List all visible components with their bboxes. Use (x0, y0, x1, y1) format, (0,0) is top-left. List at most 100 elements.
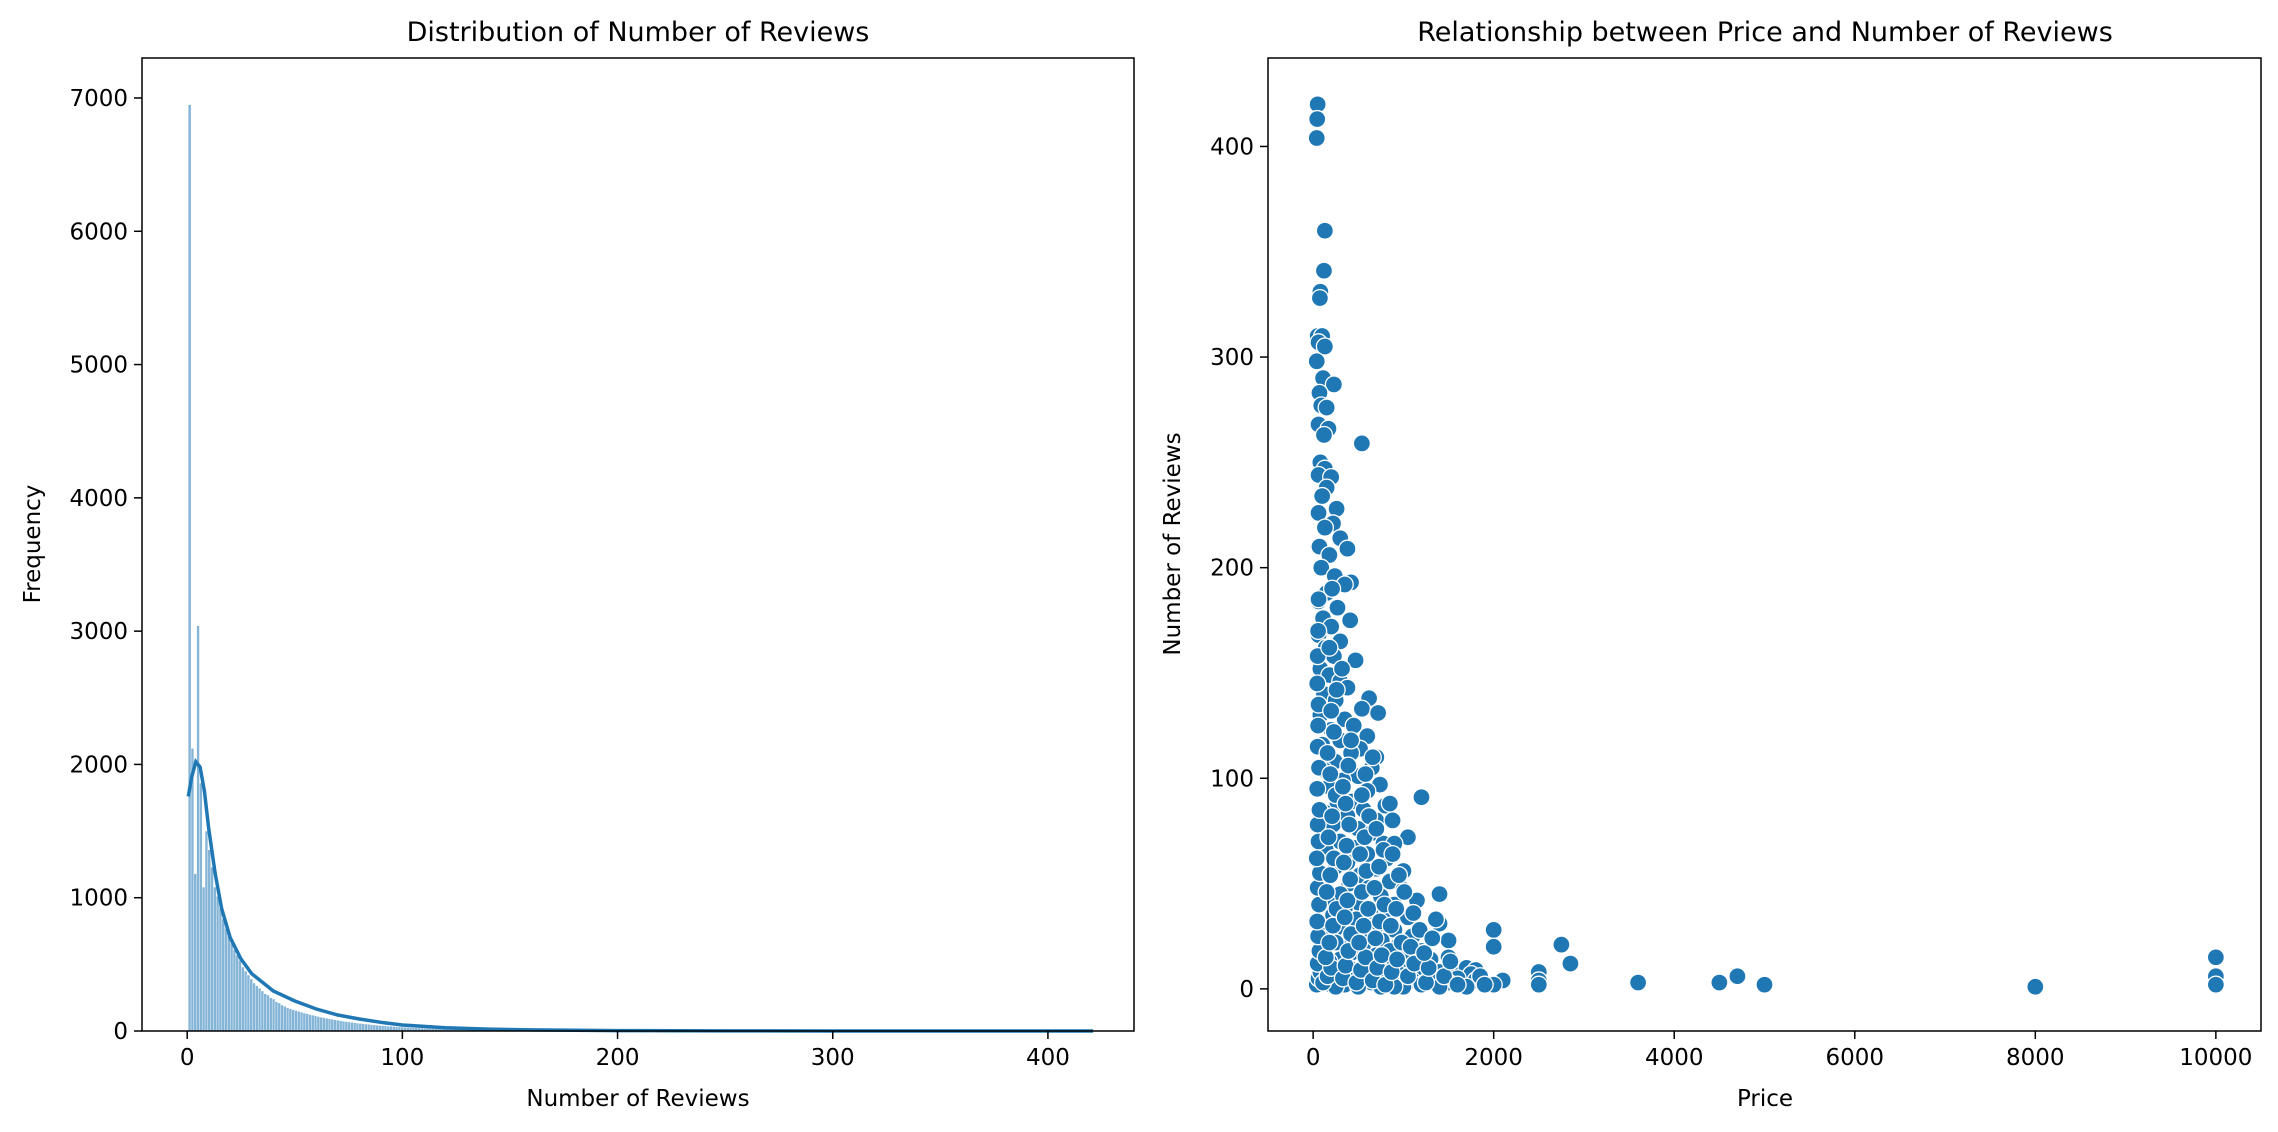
scatter-point (1755, 975, 1774, 994)
scatter-point (1310, 288, 1330, 308)
y-tick-label: 7000 (69, 86, 128, 112)
scatter-point (2026, 977, 2045, 996)
histogram-bar (218, 908, 223, 1032)
scatter-point (1315, 221, 1335, 240)
histogram-bar (330, 1019, 334, 1032)
scatter-point (1315, 518, 1335, 537)
histogram-bar (260, 990, 264, 1032)
scatter-point (1324, 722, 1344, 742)
histogram-bar (263, 993, 267, 1032)
x-tick-label: 100 (380, 1045, 424, 1071)
scatter-point (1380, 794, 1400, 813)
y-tick-label: 300 (1210, 345, 1254, 371)
scatter-point (1426, 910, 1446, 929)
scatter-point (1308, 674, 1327, 693)
scatter-point (1529, 975, 1548, 994)
scatter-point (1350, 933, 1369, 952)
histogram-bar (235, 954, 239, 1032)
histogram-bar (358, 1023, 362, 1032)
scatter-point (1341, 731, 1361, 750)
histogram-bar (381, 1025, 385, 1032)
scatter-point (1372, 946, 1391, 965)
scatter-point (1412, 788, 1431, 807)
x-tick-label: 400 (1026, 1045, 1070, 1071)
scatter-point (1439, 931, 1458, 950)
histogram-bar (288, 1008, 292, 1032)
histogram-bar (280, 1004, 284, 1032)
histogram-bar (238, 960, 242, 1032)
scatter-point (1336, 794, 1355, 813)
histogram-bar (224, 928, 228, 1032)
scatter-point (1356, 764, 1375, 784)
scatter-point (1383, 844, 1402, 864)
histogram-bars (188, 104, 667, 1032)
histogram-x-ticks: 0 100 200 300 400 (180, 1031, 1070, 1071)
scatter-point (1327, 680, 1346, 699)
scatter-point (1333, 777, 1353, 796)
scatter-point (1368, 703, 1388, 723)
scatter-point (1320, 638, 1339, 657)
scatter-point (1314, 425, 1334, 445)
scatter-point (1319, 828, 1338, 847)
histogram-bar (361, 1023, 365, 1032)
scatter-point (1410, 920, 1429, 940)
scatter-point (1335, 908, 1354, 927)
histogram-bar (339, 1020, 343, 1032)
scatter-point (1366, 929, 1385, 948)
scatter-point (1308, 109, 1327, 129)
histogram-bar (305, 1013, 309, 1032)
scatter-point (1415, 943, 1434, 963)
histogram-bar (291, 1009, 295, 1032)
y-tick-label: 400 (1210, 134, 1254, 160)
scatter-point (1441, 952, 1460, 971)
x-tick-label: 6000 (1825, 1045, 1884, 1071)
y-tick-label: 1000 (69, 886, 128, 912)
histogram-bar (316, 1016, 320, 1032)
histogram-bar (202, 886, 206, 1032)
histogram-bar (322, 1017, 326, 1032)
y-tick-label: 200 (1210, 556, 1254, 582)
scatter-point (1321, 764, 1340, 784)
y-tick-label: 2000 (69, 752, 128, 778)
scatter-point (1552, 935, 1571, 954)
histogram-bar (336, 1020, 340, 1032)
histogram-bar (353, 1022, 357, 1032)
histogram-bar (375, 1024, 379, 1032)
scatter-point (1352, 785, 1372, 805)
scatter-point (1340, 611, 1360, 630)
y-tick-label: 0 (1239, 977, 1254, 1003)
scatter-point (1369, 857, 1389, 876)
histogram-bar (313, 1015, 318, 1032)
histogram-bar (283, 1006, 287, 1032)
histogram-bar (355, 1022, 360, 1032)
scatter-point (1315, 337, 1335, 356)
y-tick-label: 3000 (69, 619, 128, 645)
histogram-bar (319, 1016, 323, 1032)
scatter-point (1365, 878, 1384, 897)
scatter-point (1728, 967, 1747, 986)
histogram-kde-line (186, 758, 1094, 1033)
histogram-bar (246, 974, 250, 1032)
scatter-point (1628, 973, 1648, 992)
y-tick-label: 5000 (69, 353, 128, 379)
x-tick-label: 8000 (2006, 1045, 2065, 1071)
scatter-point (1387, 950, 1407, 969)
scatter-point (1332, 659, 1352, 678)
scatter-frame (1267, 57, 2262, 1032)
scatter-x-label: Price (1737, 1086, 1793, 1112)
histogram-x-label: Number of Reviews (526, 1086, 749, 1112)
scatter-point (1339, 756, 1358, 775)
scatter-point (1334, 853, 1353, 872)
histogram-bar (297, 1011, 301, 1032)
scatter-point (1308, 621, 1328, 640)
histogram-bar (210, 866, 214, 1032)
scatter-point (1561, 954, 1580, 973)
scatter-point (1308, 716, 1328, 735)
histogram-bar (383, 1025, 388, 1032)
scatter-x-ticks: 0 2000 4000 6000 8000 10000 (1306, 1031, 2252, 1071)
scatter-point (1309, 590, 1328, 609)
scatter-point (2206, 948, 2226, 967)
scatter-point (1307, 352, 1326, 371)
scatter-point (1318, 743, 1337, 763)
scatter-point (1317, 882, 1336, 902)
